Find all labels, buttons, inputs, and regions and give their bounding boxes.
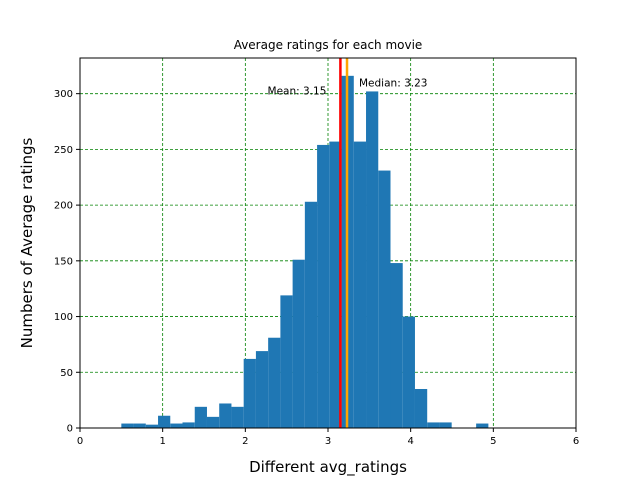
histogram-bar — [366, 91, 379, 428]
x-tick-label: 4 — [407, 436, 413, 447]
y-tick-label: 200 — [54, 201, 73, 212]
histogram-bar — [439, 422, 452, 428]
histogram-bar — [317, 144, 330, 428]
histogram-bar — [414, 388, 428, 428]
x-axis: 0 1 2 3 4 5 6 — [77, 428, 579, 447]
histogram-bar — [145, 424, 159, 428]
histogram-bar — [353, 141, 367, 428]
chart-title: Average ratings for each movie — [234, 38, 423, 52]
y-tick-label: 300 — [54, 89, 73, 100]
histogram-bars — [121, 75, 489, 428]
stat-lines — [339, 58, 349, 428]
histogram-bar — [268, 337, 281, 428]
x-tick-label: 0 — [77, 436, 83, 447]
histogram-bar — [206, 416, 220, 428]
y-axis: 0 50 100 150 200 250 300 — [54, 89, 80, 435]
histogram-bar — [390, 263, 403, 428]
y-tick-label: 50 — [60, 368, 73, 379]
histogram-bar — [231, 406, 244, 428]
median-annotation: Median: 3.23 — [359, 78, 427, 90]
y-tick-label: 150 — [54, 256, 73, 267]
y-tick-label: 250 — [54, 145, 73, 156]
histogram-bar — [280, 295, 293, 428]
y-axis-label: Numbers of Average ratings — [18, 137, 36, 348]
histogram-bar — [158, 415, 171, 428]
histogram-bar — [243, 358, 256, 428]
histogram-bar — [182, 422, 195, 428]
x-tick-label: 6 — [573, 436, 579, 447]
y-tick-label: 0 — [67, 424, 73, 435]
histogram-bar — [304, 201, 318, 428]
histogram-bar — [219, 403, 232, 428]
x-tick-label: 2 — [242, 436, 248, 447]
histogram-bar — [427, 422, 440, 428]
histogram-bar — [329, 141, 342, 428]
histogram-bar — [121, 423, 134, 428]
histogram-bar — [133, 423, 146, 428]
histogram-bar — [170, 423, 183, 428]
y-tick-label: 100 — [54, 312, 73, 323]
mean-annotation: Mean: 3.15 — [268, 86, 327, 98]
x-tick-label: 3 — [325, 436, 331, 447]
histogram-bar — [402, 316, 415, 428]
x-axis-label: Different avg_ratings — [249, 458, 407, 477]
histogram-bar — [476, 423, 489, 428]
histogram-bar — [255, 351, 269, 428]
histogram-bar — [194, 406, 207, 428]
histogram-bar — [378, 170, 391, 428]
x-tick-label: 1 — [159, 436, 165, 447]
x-tick-label: 5 — [490, 436, 496, 447]
histogram-bar — [292, 259, 305, 428]
